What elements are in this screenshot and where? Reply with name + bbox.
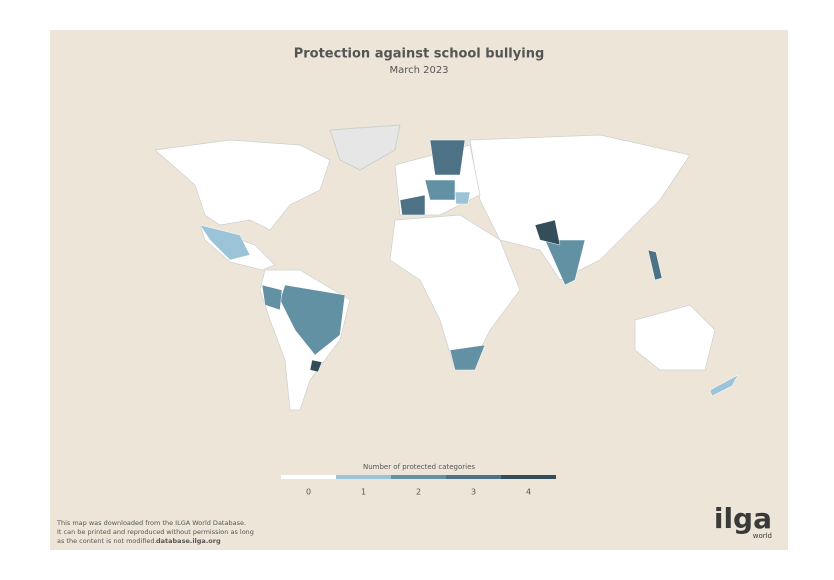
footer-line: It can be printed and reproduced without… [57,528,254,536]
region [399,194,426,216]
legend: 0 1 2 3 4 [281,475,556,497]
logo-tagline: world [753,532,772,540]
region [449,344,486,371]
legend-swatch [336,475,391,479]
region [534,219,561,246]
region [199,224,251,261]
map-panel [50,30,788,550]
legend-title: Number of protected categories [363,463,475,471]
legend-label: 4 [526,488,531,497]
footer-link[interactable]: database.ilga.org [156,537,221,545]
region [429,139,466,176]
region [261,284,283,311]
north-america [154,139,331,231]
region [544,239,586,286]
region [424,179,456,201]
legend-label: 0 [306,488,311,497]
asia [469,134,691,281]
footer-line: This map was downloaded from the ILGA Wo… [56,519,246,527]
legend-swatch [446,475,501,479]
legend-swatch [281,475,336,479]
map-title: Protection against school bullying [294,47,545,62]
region [709,374,739,397]
legend-swatch [391,475,446,479]
greenland [329,124,401,171]
region [647,249,663,281]
region [309,359,323,373]
australia [634,304,716,371]
legend-label: 3 [471,488,476,497]
legend-label: 2 [416,488,421,497]
legend-swatch [501,475,556,479]
world-map [154,124,739,411]
map-subtitle: March 2023 [389,65,448,76]
legend-label: 1 [361,488,366,497]
footer-line: as the content is not modified. [57,537,157,545]
region [454,191,471,205]
logo: ilga [714,502,772,535]
